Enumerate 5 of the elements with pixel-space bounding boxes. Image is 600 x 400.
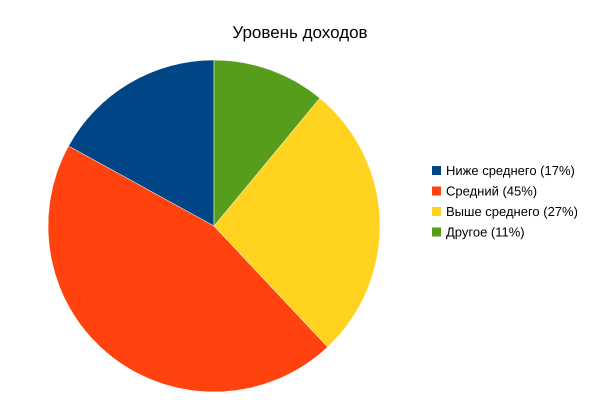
legend-label: Выше среднего (27%) — [446, 204, 578, 219]
legend-label: Ниже среднего (17%) — [446, 163, 575, 178]
legend-label: Другое (11%) — [446, 224, 525, 240]
legend-label: Средний (45%) — [446, 184, 538, 198]
chart-title: Уровень доходов — [232, 23, 368, 42]
